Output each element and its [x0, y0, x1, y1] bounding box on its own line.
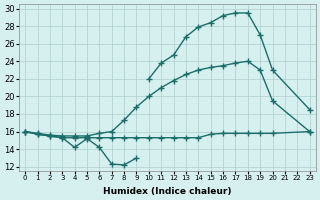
- X-axis label: Humidex (Indice chaleur): Humidex (Indice chaleur): [103, 187, 232, 196]
